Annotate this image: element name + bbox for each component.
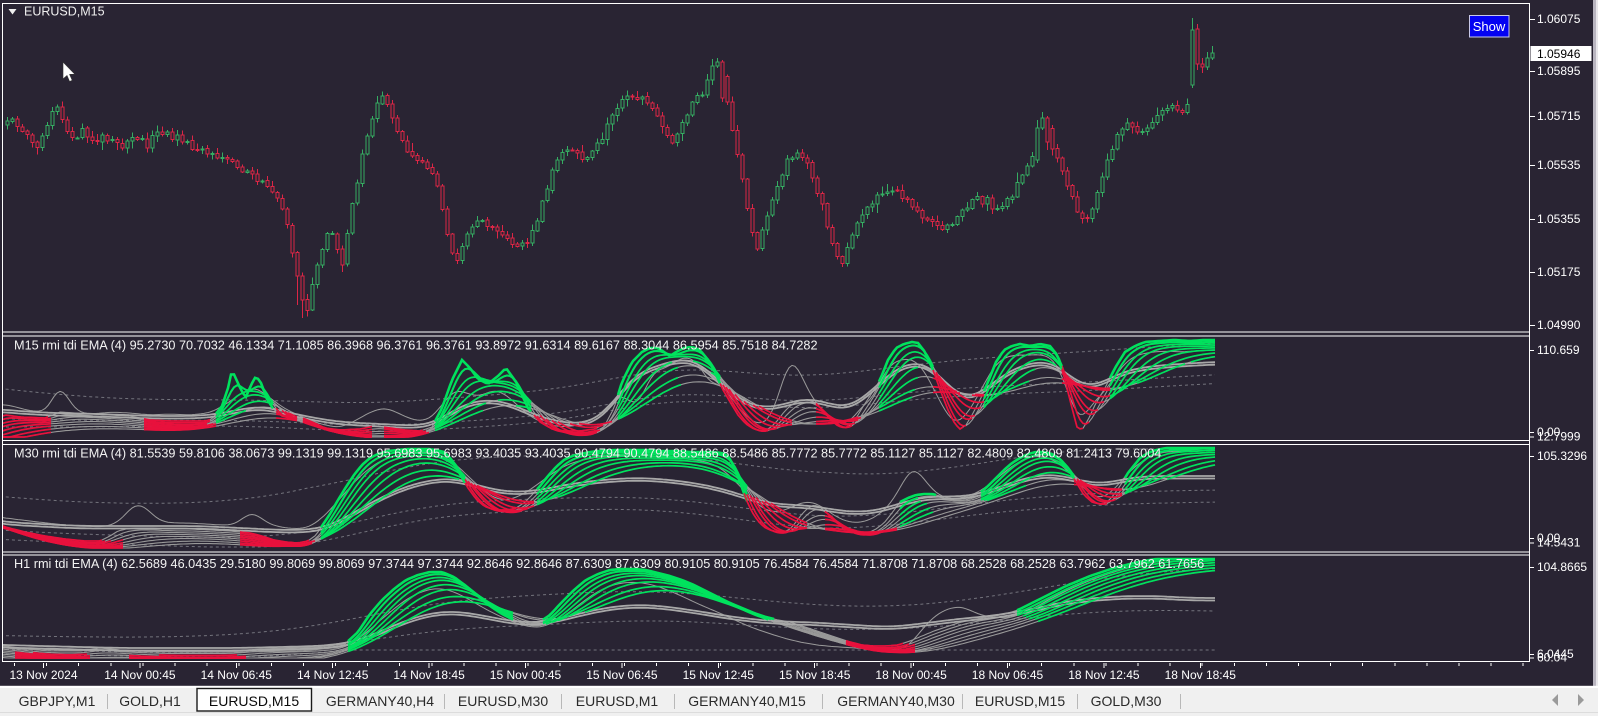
svg-text:Show: Show [1473,19,1506,34]
svg-text:GERMANY40,M15: GERMANY40,M15 [688,693,806,709]
svg-text:104.8665: 104.8665 [1537,560,1587,574]
svg-text:GBPJPY,M1: GBPJPY,M1 [19,693,96,709]
svg-text:18 Nov 06:45: 18 Nov 06:45 [972,668,1044,682]
svg-text:GERMANY40,H4: GERMANY40,H4 [326,693,434,709]
svg-text:18 Nov 12:45: 18 Nov 12:45 [1068,668,1140,682]
svg-text:GOLD,M30: GOLD,M30 [1091,693,1162,709]
svg-text:6.0445: 6.0445 [1537,647,1574,661]
svg-text:15 Nov 00:45: 15 Nov 00:45 [490,668,562,682]
svg-text:60.04: 60.04 [1537,651,1567,665]
svg-text:15 Nov 18:45: 15 Nov 18:45 [779,668,851,682]
svg-text:1.05895: 1.05895 [1537,64,1581,78]
svg-text:GERMANY40,M30: GERMANY40,M30 [837,693,955,709]
svg-text:110.659: 110.659 [1537,343,1580,357]
svg-text:1.05715: 1.05715 [1537,109,1581,123]
svg-text:1.05355: 1.05355 [1537,212,1581,226]
svg-text:EURUSD,M15: EURUSD,M15 [209,693,299,709]
svg-text:14 Nov 06:45: 14 Nov 06:45 [201,668,273,682]
svg-text:1.05946: 1.05946 [1537,47,1581,61]
svg-text:15 Nov 06:45: 15 Nov 06:45 [586,668,658,682]
svg-text:13 Nov 2024: 13 Nov 2024 [9,668,77,682]
svg-text:EURUSD,M15: EURUSD,M15 [24,5,105,19]
svg-text:14 Nov 12:45: 14 Nov 12:45 [297,668,369,682]
svg-text:EURUSD,M30: EURUSD,M30 [458,693,548,709]
svg-text:EURUSD,M1: EURUSD,M1 [576,693,659,709]
svg-text:14 Nov 18:45: 14 Nov 18:45 [393,668,465,682]
svg-text:1.05175: 1.05175 [1537,265,1581,279]
svg-text:0.00: 0.00 [1537,531,1561,545]
svg-text:GOLD,H1: GOLD,H1 [119,693,181,709]
svg-text:12.7999: 12.7999 [1537,430,1581,444]
svg-text:1.04990: 1.04990 [1537,318,1581,332]
svg-text:M30 rmi tdi EMA (4) 81.5539 59: M30 rmi tdi EMA (4) 81.5539 59.8106 38.0… [14,447,1161,461]
svg-text:18 Nov 00:45: 18 Nov 00:45 [875,668,947,682]
svg-text:18 Nov 18:45: 18 Nov 18:45 [1165,668,1237,682]
svg-text:14 Nov 00:45: 14 Nov 00:45 [104,668,176,682]
svg-text:1.05535: 1.05535 [1537,158,1581,172]
svg-text:M15 rmi tdi EMA (4) 95.2730 70: M15 rmi tdi EMA (4) 95.2730 70.7032 46.1… [14,339,818,353]
svg-text:H1 rmi tdi EMA (4) 62.5689 46.: H1 rmi tdi EMA (4) 62.5689 46.0435 29.51… [14,557,1204,571]
svg-text:1.06075: 1.06075 [1537,12,1581,26]
svg-text:EURUSD,M15: EURUSD,M15 [975,693,1065,709]
svg-text:0.00: 0.00 [1537,425,1561,439]
svg-text:105.3296: 105.3296 [1537,449,1587,463]
svg-text:14.5431: 14.5431 [1537,536,1581,550]
svg-text:15 Nov 12:45: 15 Nov 12:45 [683,668,755,682]
